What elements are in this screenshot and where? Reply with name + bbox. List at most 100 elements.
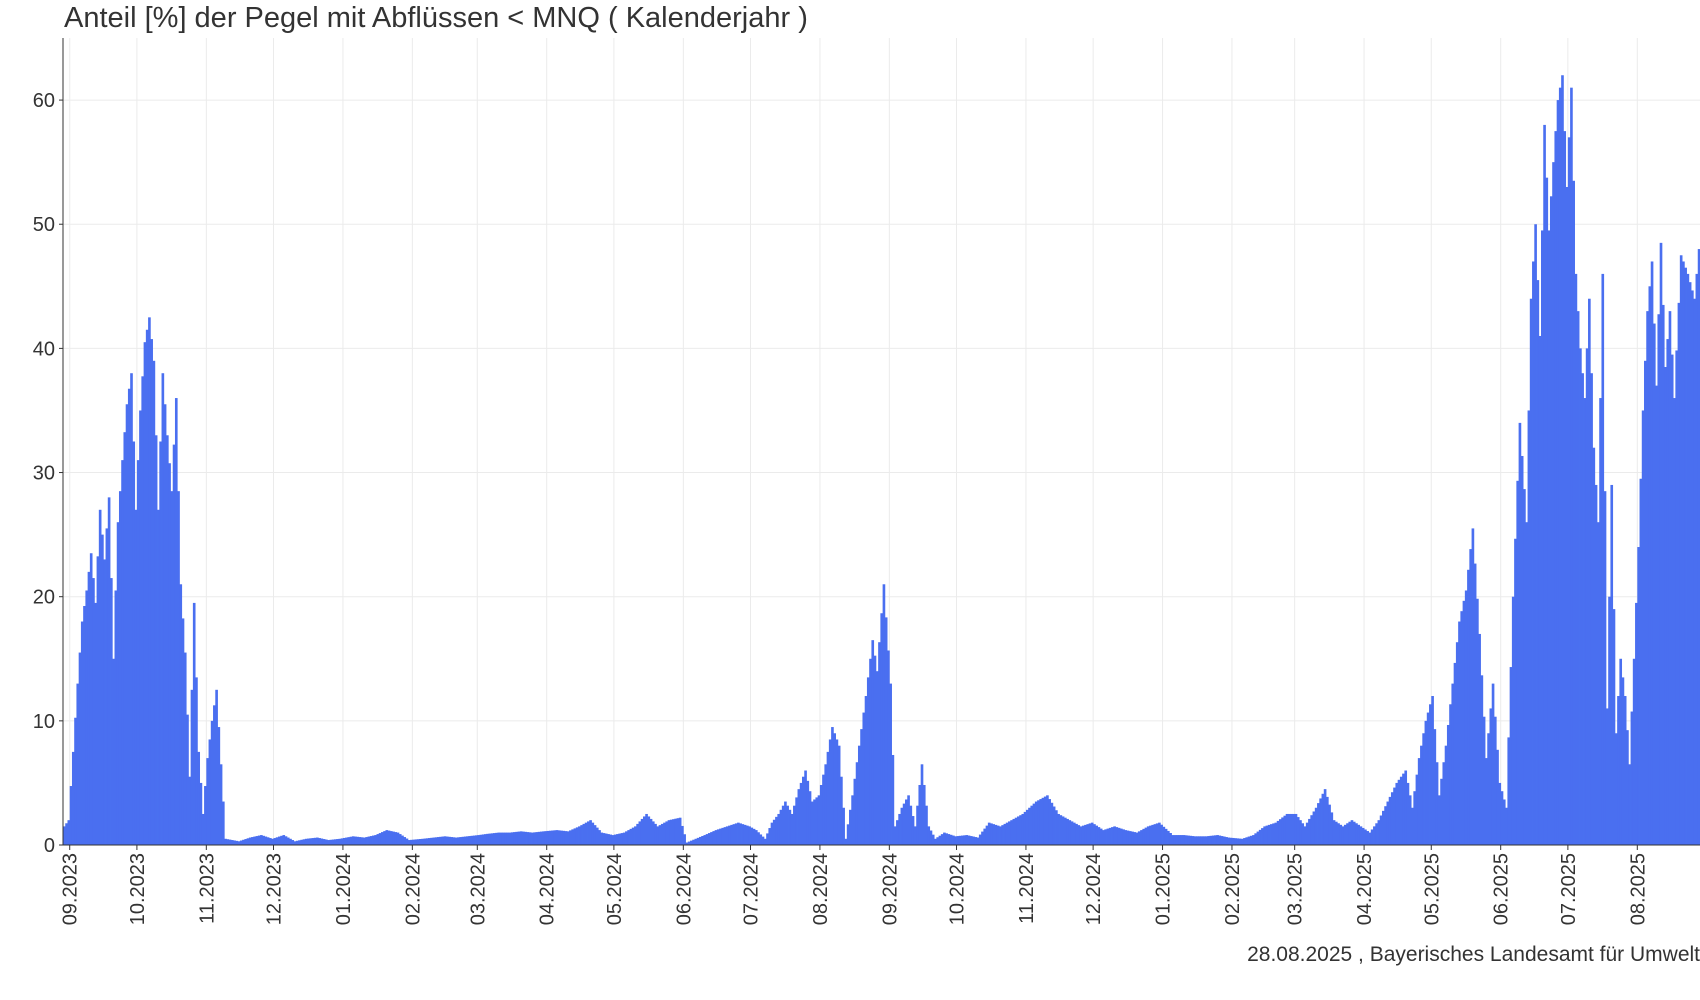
bar bbox=[645, 813, 648, 845]
bar bbox=[844, 838, 848, 845]
bar bbox=[728, 825, 731, 845]
bar bbox=[1126, 830, 1130, 845]
bar bbox=[1630, 711, 1634, 845]
bar bbox=[978, 834, 982, 845]
bar bbox=[1386, 801, 1390, 845]
bar bbox=[309, 838, 312, 845]
bar bbox=[1104, 829, 1107, 845]
bar bbox=[387, 830, 391, 845]
bar bbox=[869, 658, 872, 845]
bar bbox=[658, 825, 662, 845]
bar bbox=[161, 373, 165, 845]
bar bbox=[1256, 831, 1260, 845]
bar bbox=[342, 837, 346, 845]
bar bbox=[275, 837, 279, 845]
bar bbox=[667, 820, 671, 845]
bar bbox=[913, 826, 917, 845]
bar bbox=[707, 833, 711, 845]
bar bbox=[1077, 825, 1081, 845]
bar bbox=[228, 839, 232, 845]
bar bbox=[1057, 813, 1060, 845]
bar bbox=[696, 837, 700, 845]
bar bbox=[428, 838, 431, 845]
bar bbox=[1005, 822, 1009, 845]
bar bbox=[1184, 835, 1188, 845]
bar bbox=[1664, 367, 1667, 845]
bar bbox=[831, 727, 834, 845]
bar bbox=[1617, 696, 1620, 845]
bar bbox=[172, 444, 176, 845]
bar bbox=[972, 836, 975, 845]
bar bbox=[1482, 716, 1486, 845]
bar bbox=[775, 816, 778, 845]
bar bbox=[866, 677, 870, 845]
bar bbox=[761, 836, 765, 845]
bar bbox=[974, 837, 978, 845]
bar bbox=[1605, 708, 1609, 845]
bar bbox=[221, 801, 225, 845]
bar bbox=[763, 838, 767, 845]
bar bbox=[643, 816, 646, 845]
bar bbox=[1355, 823, 1358, 845]
bar bbox=[1415, 774, 1419, 845]
bar bbox=[1258, 829, 1262, 845]
bar bbox=[551, 830, 554, 845]
bar bbox=[118, 491, 122, 845]
bar bbox=[1010, 820, 1013, 845]
bar bbox=[1128, 831, 1132, 845]
bar bbox=[958, 835, 962, 845]
bar bbox=[799, 782, 803, 845]
bar bbox=[918, 784, 922, 845]
bar bbox=[1632, 658, 1636, 845]
bar bbox=[1558, 87, 1562, 845]
bar bbox=[237, 841, 241, 845]
bar bbox=[634, 826, 637, 845]
bar bbox=[1357, 824, 1361, 845]
bar bbox=[1173, 835, 1177, 845]
bar bbox=[213, 705, 216, 845]
bar bbox=[497, 832, 501, 845]
bar bbox=[291, 840, 295, 845]
bar bbox=[385, 830, 389, 845]
bar bbox=[752, 828, 756, 845]
bar bbox=[401, 835, 404, 845]
bar bbox=[1413, 791, 1416, 845]
bar bbox=[186, 714, 189, 845]
bar bbox=[510, 832, 514, 845]
bar bbox=[383, 831, 386, 845]
bar bbox=[631, 827, 635, 845]
bar bbox=[531, 832, 534, 845]
bar bbox=[1534, 224, 1537, 845]
bar bbox=[1034, 801, 1038, 845]
bar bbox=[524, 831, 527, 845]
bar bbox=[1158, 822, 1161, 845]
bar bbox=[703, 835, 707, 845]
bar bbox=[620, 833, 624, 845]
bar bbox=[1207, 836, 1210, 845]
bar bbox=[1628, 764, 1631, 845]
bar bbox=[1041, 797, 1045, 845]
x-tick-label: 03.2024 bbox=[467, 853, 489, 925]
bar bbox=[1673, 398, 1676, 845]
bar bbox=[546, 830, 550, 845]
bar bbox=[1637, 547, 1640, 845]
bar bbox=[1191, 836, 1195, 845]
bar bbox=[1500, 791, 1504, 845]
bar bbox=[1417, 758, 1421, 845]
bar bbox=[412, 839, 415, 845]
bar bbox=[1278, 819, 1282, 845]
bar bbox=[857, 745, 861, 845]
bar bbox=[672, 819, 675, 845]
bar bbox=[1509, 667, 1513, 845]
bar bbox=[358, 837, 362, 845]
bar bbox=[999, 826, 1002, 845]
bar bbox=[1151, 824, 1154, 845]
bar bbox=[1523, 489, 1526, 845]
bar bbox=[233, 840, 236, 845]
bar bbox=[1283, 815, 1287, 845]
bar bbox=[490, 833, 494, 845]
bar bbox=[819, 784, 823, 845]
axes bbox=[62, 38, 1700, 846]
bar bbox=[325, 839, 328, 845]
bar bbox=[732, 824, 736, 845]
